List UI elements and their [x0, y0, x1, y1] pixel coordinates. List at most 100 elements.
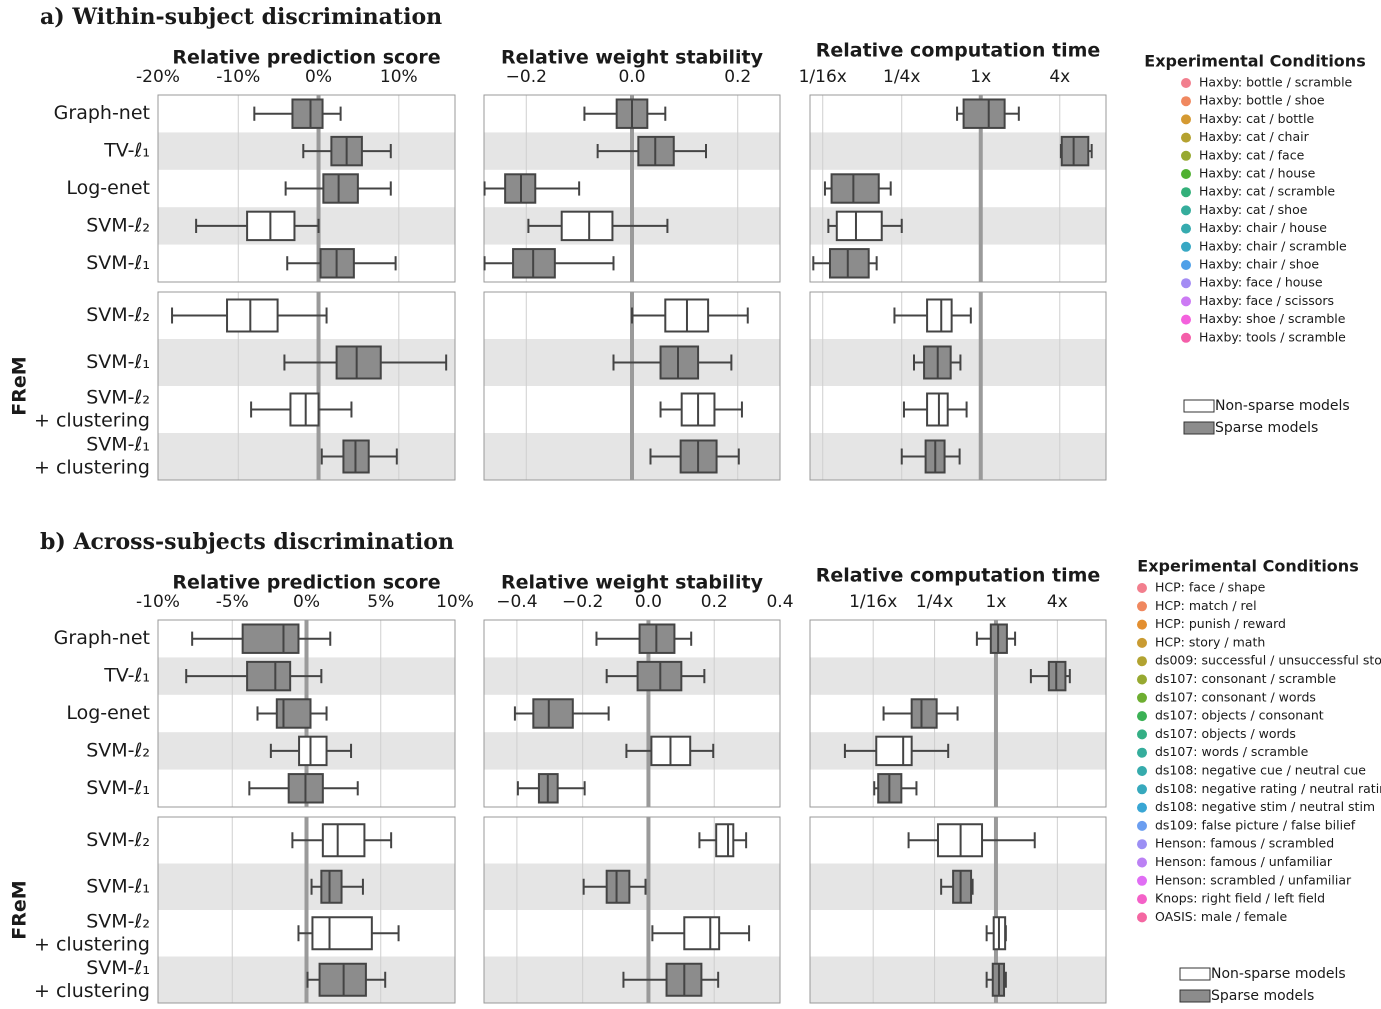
legend-label: Haxby: cat / face — [1199, 147, 1305, 162]
legend-label: Haxby: shoe / scramble — [1199, 311, 1346, 326]
legend-label: Haxby: cat / scramble — [1199, 184, 1335, 199]
x-tick-label: 4x — [1047, 592, 1068, 612]
row-label: SVM-ℓ₁ — [86, 875, 150, 897]
legend-label: Sparse models — [1211, 988, 1314, 1004]
legend-marker — [1181, 150, 1191, 161]
legend-marker — [1181, 187, 1191, 198]
legend-marker — [1181, 78, 1191, 88]
legend-label: HCP: story / math — [1155, 634, 1265, 649]
legend-marker — [1137, 784, 1147, 795]
row-label: TV-ℓ₁ — [103, 665, 150, 687]
row-label: + clustering — [34, 980, 150, 1002]
box — [910, 698, 938, 729]
legend-label: Haxby: chair / scramble — [1199, 238, 1347, 253]
x-tick-label: −0.4 — [496, 592, 537, 612]
panel-frame — [809, 94, 1107, 283]
x-tick-label: 1/16x — [849, 592, 897, 612]
legend-marker — [1181, 296, 1191, 307]
legend-label: Haxby: cat / house — [1199, 166, 1316, 181]
row-label: + clustering — [34, 933, 150, 955]
panel-frame — [157, 291, 456, 481]
legend-marker — [1137, 637, 1147, 648]
row-band — [810, 956, 1106, 1003]
row-label: SVM-ℓ₂ — [86, 910, 150, 932]
legend-title: Experimental Conditions — [1144, 52, 1365, 71]
legend-box — [1179, 967, 1211, 981]
x-tick-label: 0.2 — [724, 67, 751, 87]
legend-box — [1183, 421, 1215, 435]
box — [828, 248, 870, 279]
legend-label: ds107: consonant / words — [1155, 689, 1316, 704]
panel-title: Relative prediction score — [172, 572, 440, 594]
x-tick-label: 10% — [380, 67, 418, 87]
legend-marker — [1137, 820, 1147, 831]
legend-label: ds108: negative rating / neutral rating — [1155, 781, 1381, 796]
legend-marker — [1137, 619, 1147, 630]
x-tick-label: 1/4x — [916, 592, 953, 612]
box — [962, 98, 1006, 129]
x-tick-label: -5% — [216, 592, 249, 612]
box — [926, 392, 949, 427]
legend-label: Haxby: chair / house — [1199, 220, 1327, 235]
legend-label: ds107: objects / words — [1155, 726, 1296, 741]
box — [659, 345, 700, 380]
legend-label: ds107: consonant / scramble — [1155, 671, 1336, 686]
legend-label: Knops: right field / left field — [1155, 891, 1325, 906]
box — [952, 869, 973, 904]
row-label: Log-enet — [66, 702, 150, 724]
legend-label: Henson: famous / unfamiliar — [1155, 854, 1333, 869]
row-label: SVM-ℓ₂ — [86, 739, 150, 761]
legend-label: HCP: face / shape — [1155, 580, 1266, 595]
panel-title: Relative weight stability — [501, 572, 764, 594]
panel-frame — [809, 619, 1107, 808]
legend-marker — [1137, 802, 1147, 813]
x-tick-label: -10% — [216, 67, 260, 87]
box — [715, 823, 735, 858]
panel-title: Relative weight stability — [501, 47, 764, 69]
legend-marker — [1137, 729, 1147, 740]
x-tick-label: -20% — [136, 67, 180, 87]
legend-marker — [1137, 839, 1147, 850]
legend-marker — [1181, 332, 1191, 343]
legend-label: Haxby: bottle / shoe — [1199, 93, 1325, 108]
legend-marker — [1181, 169, 1191, 179]
x-tick-label: 1/16x — [799, 67, 847, 87]
x-tick-label: 0% — [305, 67, 332, 87]
x-tick-label: 10% — [436, 592, 474, 612]
box — [1060, 135, 1090, 167]
legend-marker — [1137, 894, 1147, 905]
box — [532, 698, 574, 729]
row-label: SVM-ℓ₁ — [86, 434, 150, 456]
panel-title: Relative computation time — [816, 565, 1101, 587]
legend-label: HCP: punish / reward — [1155, 616, 1286, 631]
box — [289, 392, 320, 427]
legend-marker — [1137, 692, 1147, 703]
box — [241, 623, 300, 654]
panel-title: Relative prediction score — [172, 47, 440, 69]
panel-frame — [157, 619, 456, 808]
box — [298, 735, 328, 767]
legend-label: Haxby: face / scissors — [1199, 293, 1334, 308]
x-tick-label: 5% — [367, 592, 394, 612]
row-label: SVM-ℓ₁ — [86, 252, 150, 274]
legend-marker — [1181, 96, 1191, 107]
box — [835, 210, 883, 242]
row-band — [158, 433, 455, 480]
box — [683, 916, 721, 951]
legend-marker — [1137, 875, 1147, 886]
legend-label: ds107: words / scramble — [1155, 744, 1309, 759]
x-tick-label: -10% — [136, 592, 180, 612]
legend-label: ds109: false picture / false bilief — [1155, 817, 1356, 832]
section-title: a) Within-subject discrimination — [40, 4, 442, 30]
legend-box — [1179, 989, 1211, 1003]
legend-marker — [1137, 912, 1147, 923]
legend-marker — [1181, 223, 1191, 234]
legend-marker — [1137, 583, 1147, 593]
row-label: TV-ℓ₁ — [103, 140, 150, 162]
legend-label: Haxby: tools / scramble — [1199, 329, 1346, 344]
legend-label: Haxby: cat / bottle — [1199, 111, 1315, 126]
legend-title: Experimental Conditions — [1137, 557, 1358, 576]
row-label: SVM-ℓ₂ — [86, 214, 150, 236]
row-label: Graph-net — [54, 627, 150, 649]
row-band — [810, 132, 1106, 170]
